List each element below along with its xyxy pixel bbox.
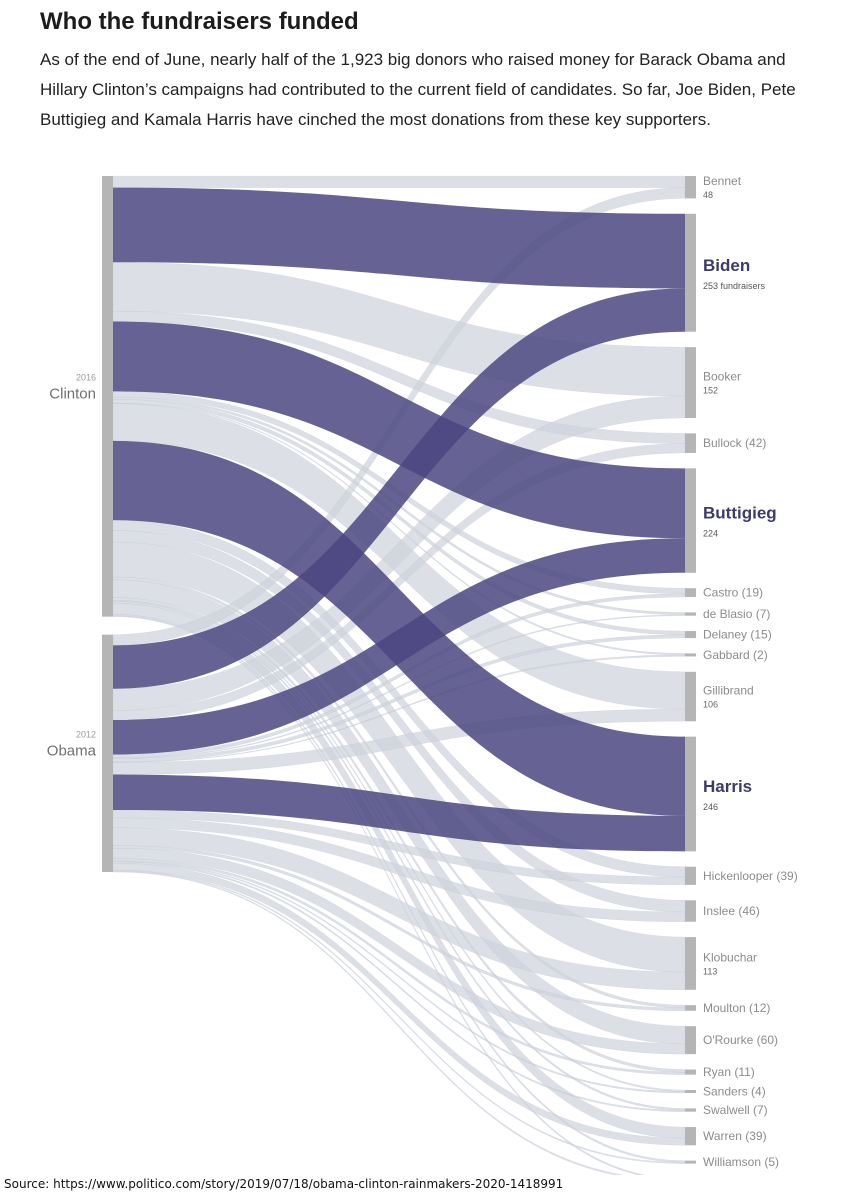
flow-clinton-to-buttigieg[interactable]: [113, 321, 685, 539]
flow-obama-to-klobuchar[interactable]: [112, 827, 686, 991]
target-node-warren[interactable]: [685, 1127, 696, 1146]
target-label-orourke: O'Rourke (60): [703, 1033, 778, 1047]
target-label-williamson: Williamson (5): [703, 1155, 779, 1169]
nodes: [102, 176, 696, 1164]
target-count-biden: 253 fundraisers: [703, 281, 766, 291]
target-count-bennet: 48: [703, 190, 713, 200]
flow-obama-to-deblasio[interactable]: [112, 614, 686, 759]
target-node-ryan[interactable]: [685, 1069, 696, 1075]
target-label-swalwell: Swalwell (7): [703, 1103, 768, 1117]
flow-obama-to-harris[interactable]: [113, 774, 685, 852]
target-count-buttigieg: 224: [703, 529, 718, 539]
flow-obama-to-williamson[interactable]: [112, 869, 686, 1164]
target-node-swalwell[interactable]: [685, 1108, 696, 1112]
target-node-inslee[interactable]: [685, 900, 696, 922]
target-node-moulton[interactable]: [685, 1005, 696, 1011]
flow-clinton-to-biden[interactable]: [113, 187, 685, 289]
target-label-yang: Yang (4): [703, 1174, 748, 1176]
chart-title: Who the fundraisers funded: [40, 8, 359, 35]
target-label-gabbard: Gabbard (2): [703, 648, 768, 662]
target-count-booker: 152: [703, 386, 718, 396]
target-label-sanders: Sanders (4): [703, 1085, 766, 1099]
target-label-moulton: Moulton (12): [703, 1001, 770, 1015]
flow-obama-to-hickenlooper[interactable]: [112, 809, 686, 886]
flow-obama-to-delaney[interactable]: [112, 634, 686, 763]
target-node-harris[interactable]: [685, 736, 696, 852]
flow-obama-to-castro[interactable]: [112, 593, 686, 759]
target-label-ryan: Ryan (11): [703, 1065, 755, 1079]
target-node-klobuchar[interactable]: [685, 937, 696, 990]
source-node-clinton[interactable]: [102, 176, 113, 617]
source-label-clinton: Clinton: [49, 385, 96, 402]
target-label-buttigieg: Buttigieg: [703, 504, 777, 523]
target-node-gabbard[interactable]: [685, 653, 696, 657]
source-label-obama: Obama: [47, 742, 97, 759]
flow-clinton-to-yang[interactable]: [112, 615, 685, 1175]
target-node-hickenlooper[interactable]: [685, 866, 696, 885]
target-label-gillibrand: Gillibrand: [703, 684, 754, 698]
target-count-klobuchar: 113: [703, 966, 717, 976]
target-node-gillibrand[interactable]: [685, 671, 696, 722]
flow-obama-to-bullock[interactable]: [112, 443, 686, 721]
flow-obama-to-buttigieg[interactable]: [113, 538, 685, 755]
source-label: Source:: [4, 1177, 50, 1191]
target-node-biden[interactable]: [685, 213, 696, 332]
target-label-hickenlooper: Hickenlooper (39): [703, 869, 798, 883]
flow-obama-to-ryan[interactable]: [112, 858, 686, 1075]
target-label-bennet: Bennet: [703, 174, 742, 188]
source-note: Source: https://www.politico.com/story/2…: [4, 1177, 563, 1191]
target-node-bennet[interactable]: [685, 176, 696, 199]
flow-obama-to-warren[interactable]: [112, 862, 686, 1146]
node-labels: 2016 Clinton 2012 Obama Bennet 48 Biden 253 fun…: [47, 174, 798, 1175]
target-label-warren: Warren (39): [703, 1129, 767, 1143]
target-count-gillibrand: 106: [703, 700, 718, 710]
target-count-harris: 246: [703, 802, 718, 812]
target-label-delaney: Delaney (15): [703, 628, 772, 642]
target-node-sanders[interactable]: [685, 1090, 696, 1094]
target-label-deblasio: de Blasio (7): [703, 607, 770, 621]
sankey-diagram: 2016 Clinton 2012 Obama Bennet 48 Biden 253 fun…: [47, 174, 798, 1175]
target-node-deblasio[interactable]: [685, 612, 696, 616]
source-link[interactable]: https://www.politico.com/story/2019/07/1…: [53, 1177, 564, 1191]
flow-links-highlighted: [113, 187, 685, 852]
source-year-obama: 2012: [76, 729, 96, 739]
target-node-bullock[interactable]: [685, 433, 696, 453]
flow-clinton-to-bennet[interactable]: [112, 175, 686, 188]
target-node-buttigieg[interactable]: [685, 468, 696, 573]
target-label-bullock: Bullock (42): [703, 436, 766, 450]
target-node-castro[interactable]: [685, 588, 696, 598]
source-node-obama[interactable]: [102, 634, 113, 872]
target-node-orourke[interactable]: [685, 1026, 696, 1055]
chart-subtitle: As of the end of June, nearly half of th…: [40, 50, 796, 129]
target-node-delaney[interactable]: [685, 631, 696, 639]
flow-obama-to-yang[interactable]: [112, 870, 685, 1175]
target-label-booker: Booker: [703, 370, 741, 384]
flow-obama-to-orourke[interactable]: [112, 847, 686, 1055]
target-label-harris: Harris: [703, 777, 752, 796]
target-node-williamson[interactable]: [685, 1160, 696, 1164]
target-label-klobuchar: Klobuchar: [703, 950, 757, 964]
flow-obama-to-biden[interactable]: [113, 288, 685, 689]
target-label-inslee: Inslee (46): [703, 904, 760, 918]
target-node-booker[interactable]: [685, 347, 696, 418]
flow-clinton-to-harris[interactable]: [113, 440, 685, 816]
target-label-biden: Biden: [703, 256, 750, 275]
target-label-castro: Castro (19): [703, 586, 763, 600]
source-year-clinton: 2016: [76, 372, 96, 382]
